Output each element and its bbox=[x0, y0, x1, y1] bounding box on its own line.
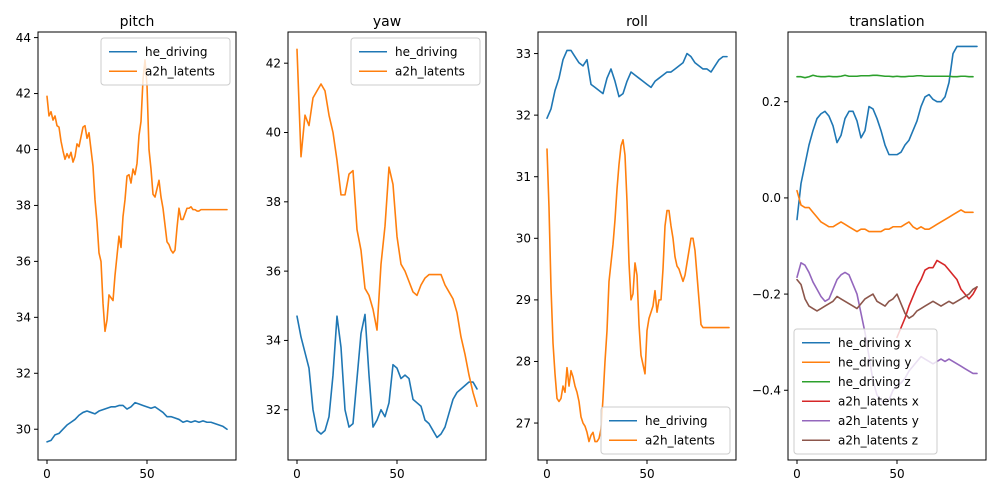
series-line-a2h_latents bbox=[296, 48, 478, 408]
y-tick-label: 36 bbox=[266, 264, 281, 278]
series-line-a2h_latents bbox=[46, 59, 228, 333]
axes-frame bbox=[787, 31, 987, 461]
series-line-he_driving-z bbox=[796, 74, 974, 79]
legend-label: he_driving bbox=[395, 45, 458, 59]
legend-label: he_driving y bbox=[838, 355, 911, 369]
subplot-title: yaw bbox=[373, 14, 401, 30]
y-tick-label: 32 bbox=[516, 108, 531, 122]
x-tick-label: 50 bbox=[389, 467, 404, 481]
legend-box bbox=[100, 37, 231, 86]
y-tick-label: −0.2 bbox=[752, 287, 781, 301]
subplot-yaw: yaw 0 50 32 34 36 38 40 42 he_driving a2h_latents bbox=[266, 14, 487, 481]
legend-label: a2h_latents z bbox=[838, 433, 918, 447]
y-tick-label: 33 bbox=[516, 47, 531, 61]
legend-label: a2h_latents bbox=[645, 433, 715, 447]
y-tick-label: 38 bbox=[16, 199, 31, 213]
x-tick-label: 0 bbox=[43, 467, 51, 481]
legend: he_driving a2h_latents bbox=[100, 37, 231, 86]
y-tick-label: −0.4 bbox=[752, 383, 781, 397]
series-line-he_driving-y bbox=[796, 189, 974, 233]
legend-label: a2h_latents bbox=[145, 64, 215, 78]
y-tick-label: 30 bbox=[16, 422, 31, 436]
x-tick-label: 50 bbox=[639, 467, 654, 481]
legend-label: a2h_latents bbox=[395, 64, 465, 78]
series-line-a2h_latents bbox=[546, 138, 730, 443]
y-tick-label: 29 bbox=[516, 293, 531, 307]
legend-label: a2h_latents x bbox=[838, 394, 919, 408]
subplot-pitch: pitch 0 50 30 32 34 36 38 40 42 44 he_driving a2h_la… bbox=[16, 14, 237, 481]
y-tick-label: 42 bbox=[16, 87, 31, 101]
legend-box bbox=[600, 406, 731, 455]
series-line-a2h_latents-x bbox=[896, 259, 978, 339]
subplot-roll: roll 0 50 27 28 29 30 31 32 33 he_driving a2h_laten… bbox=[516, 14, 737, 481]
y-tick-label: 34 bbox=[16, 311, 31, 325]
x-tick-label: 0 bbox=[293, 467, 301, 481]
y-tick-label: 42 bbox=[266, 56, 281, 70]
legend: he_driving a2h_latents bbox=[350, 37, 481, 86]
y-tick-label: 40 bbox=[16, 143, 31, 157]
x-tick-label: 0 bbox=[793, 467, 801, 481]
y-tick-label: 27 bbox=[516, 416, 531, 430]
axes-frame bbox=[37, 31, 237, 461]
y-tick-label: 31 bbox=[516, 170, 531, 184]
axes-frame bbox=[287, 31, 487, 461]
legend-box bbox=[350, 37, 481, 86]
legend-label: he_driving z bbox=[838, 375, 911, 389]
y-tick-label: 40 bbox=[266, 126, 281, 140]
y-tick-label: 30 bbox=[516, 232, 531, 246]
series-line-he_driving bbox=[546, 49, 728, 120]
y-tick-label: 44 bbox=[16, 31, 31, 45]
subplot-title: roll bbox=[626, 14, 648, 30]
x-tick-label: 50 bbox=[889, 467, 904, 481]
legend-label: a2h_latents y bbox=[838, 414, 919, 428]
subplot-title: pitch bbox=[120, 14, 155, 30]
subplot-title: translation bbox=[849, 14, 924, 30]
y-tick-label: 0.0 bbox=[762, 191, 781, 205]
legend: he_driving a2h_latents bbox=[600, 406, 731, 455]
y-tick-label: 36 bbox=[16, 255, 31, 269]
series-line-a2h_latents-z bbox=[796, 278, 978, 319]
legend-label: he_driving x bbox=[838, 336, 911, 350]
legend-box bbox=[793, 328, 938, 455]
y-tick-label: 34 bbox=[266, 334, 281, 348]
series-line-he_driving bbox=[296, 313, 478, 439]
y-tick-label: 0.2 bbox=[762, 95, 781, 109]
legend-label: he_driving bbox=[145, 45, 208, 59]
series-line-he_driving bbox=[46, 401, 228, 443]
x-tick-label: 50 bbox=[139, 467, 154, 481]
axes-frame bbox=[537, 31, 737, 461]
y-tick-label: 28 bbox=[516, 355, 531, 369]
y-tick-label: 38 bbox=[266, 195, 281, 209]
y-tick-label: 32 bbox=[266, 403, 281, 417]
legend: he_driving x he_driving y he_driving z a2h_… bbox=[793, 328, 938, 455]
legend-label: he_driving bbox=[645, 414, 708, 428]
subplot-translation: translation 0 50 −0.4 −0.2 0.0 0.2 he_driving x… bbox=[752, 14, 987, 481]
x-tick-label: 0 bbox=[543, 467, 551, 481]
y-tick-label: 32 bbox=[16, 366, 31, 380]
series-line-he_driving-x bbox=[796, 45, 978, 221]
